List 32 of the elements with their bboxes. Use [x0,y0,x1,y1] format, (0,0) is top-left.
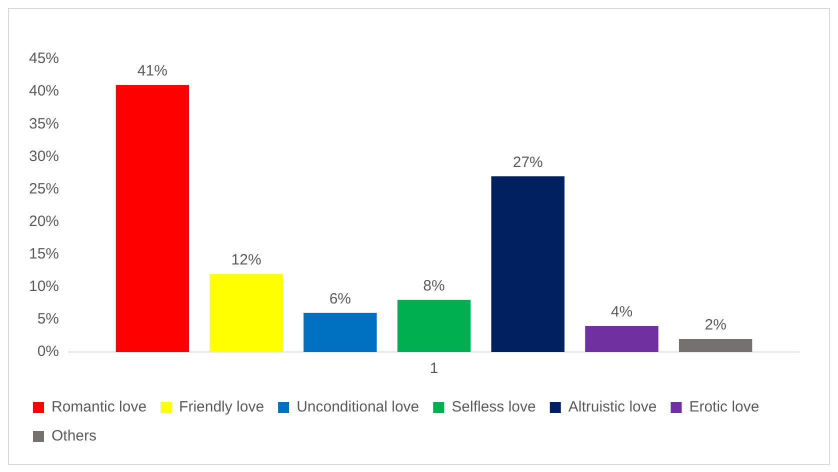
x-tick-label: 1 [430,360,438,378]
bar [585,326,658,352]
y-tick-label: 15% [28,245,60,262]
legend-label: Altruistic love [568,398,657,416]
legend-label: Unconditional love [296,398,420,416]
data-label: 4% [610,304,633,321]
y-tick-label: 5% [37,310,60,328]
bar [397,300,471,352]
y-tick-label: 20% [28,212,60,230]
y-tick-label: 0% [37,343,60,360]
bar [304,312,377,352]
bar [116,85,190,352]
data-label: 41% [137,62,168,80]
y-tick-label: 25% [28,180,60,198]
bar [678,338,752,352]
legend-label: Selfless love [452,398,536,416]
legend-label: Romantic love [52,398,147,416]
y-tick-label: 45% [28,50,60,68]
data-label: 8% [423,278,445,295]
legend-label: Erotic love [689,398,760,416]
data-label: 12% [231,252,262,269]
data-label: 2% [704,316,726,334]
bar [491,176,564,352]
data-label: 6% [329,290,351,308]
y-tick-label: 10% [28,278,60,296]
y-tick-label: 35% [28,115,60,132]
y-tick-label: 40% [28,82,60,100]
legend-label: Friendly love [179,398,264,416]
y-tick-label: 30% [28,148,60,165]
bar [210,274,283,352]
data-label: 27% [512,154,543,171]
legend-label: Others [52,428,97,445]
